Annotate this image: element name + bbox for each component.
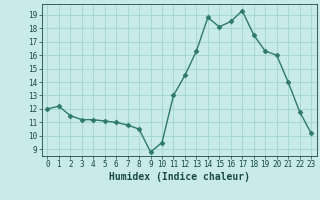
X-axis label: Humidex (Indice chaleur): Humidex (Indice chaleur) bbox=[109, 172, 250, 182]
